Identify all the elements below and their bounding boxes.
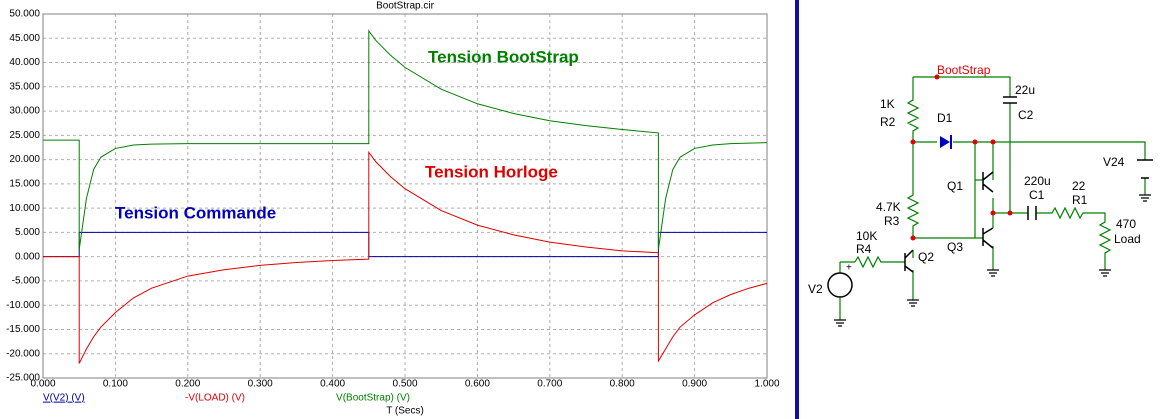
x-tick-label: 0.500 — [392, 379, 417, 390]
y-tick-label: 30.000 — [9, 106, 40, 117]
y-tick-label: 5.000 — [15, 227, 40, 238]
schematic: + BootStrap 1K R2 22u C2 D1 V24 4.7K R3 … — [808, 63, 1153, 327]
annotation: Tension Horloge — [425, 162, 558, 181]
source-v2 — [827, 272, 853, 298]
x-tick-label: 0.900 — [682, 379, 707, 390]
component-ref: R4 — [856, 242, 872, 256]
node-label: BootStrap — [937, 63, 991, 77]
component-ref: D1 — [937, 111, 953, 125]
component-ref: Q1 — [947, 179, 963, 193]
x-tick-label: 0.800 — [610, 379, 635, 390]
y-tick-label: -25.000 — [6, 373, 40, 384]
wire — [839, 76, 1146, 320]
series-line — [43, 150, 768, 364]
y-tick-label: 10.000 — [9, 203, 40, 214]
x-tick-label: 1.000 — [754, 379, 779, 390]
x-tick-label: 0.200 — [175, 379, 200, 390]
component-ref: C2 — [1018, 108, 1034, 122]
y-tick-label: -5.000 — [12, 276, 41, 287]
y-tick-label: 40.000 — [9, 57, 40, 68]
component-ref: Q2 — [918, 250, 934, 264]
component-ref: R2 — [880, 115, 896, 129]
component-ref: V24 — [1103, 155, 1125, 169]
component-ref: Load — [1114, 232, 1141, 246]
legend-entry: V(BootStrap) (V) — [336, 393, 410, 404]
grounds — [834, 194, 1151, 327]
component-value: 470 — [1116, 217, 1136, 231]
x-tick-label: 0.700 — [537, 379, 562, 390]
series-line — [43, 29, 768, 250]
splitter — [795, 0, 799, 419]
junctions — [910, 74, 1013, 241]
y-tick-label: 35.000 — [9, 81, 40, 92]
component-value: 4.7K — [876, 200, 901, 214]
x-axis-label: T (Secs) — [386, 406, 424, 417]
component-ref: V2 — [808, 282, 823, 296]
capacitor-c2 — [1003, 96, 1017, 104]
component-value: 10K — [856, 229, 877, 243]
x-tick-label: 0.300 — [248, 379, 273, 390]
plot-panel — [0, 0, 795, 419]
component-ref: C1 — [1029, 188, 1045, 202]
component-ref: R3 — [884, 214, 900, 228]
y-tick-label: 15.000 — [9, 179, 40, 190]
annotation: Tension BootStrap — [428, 47, 579, 66]
capacitor-c1 — [1027, 206, 1037, 220]
x-tick-label: 0.400 — [320, 379, 345, 390]
y-tick-label: -20.000 — [6, 348, 40, 359]
component-ref: Q3 — [947, 240, 963, 254]
legend-entry: -V(LOAD) (V) — [185, 393, 245, 404]
series-line — [43, 231, 767, 258]
component-value: 22 — [1072, 179, 1086, 193]
y-tick-label: 0.000 — [15, 251, 40, 262]
y-tick-label: 20.000 — [9, 154, 40, 165]
y-tick-label: 45.000 — [9, 33, 40, 44]
x-tick-label: 0.100 — [103, 379, 128, 390]
y-tick-label: 25.000 — [9, 130, 40, 141]
plot-frame — [42, 13, 768, 379]
y-tick-label: -15.000 — [6, 324, 40, 335]
y-tick-label: -10.000 — [6, 300, 40, 311]
y-tick-label: 50.000 — [9, 9, 40, 20]
diode-d1 — [940, 136, 950, 148]
component-value: 1K — [880, 97, 895, 111]
plus-sign: + — [846, 263, 852, 274]
component-value: 220u — [1024, 174, 1051, 188]
legend-entry: V(V2) (V) — [43, 393, 85, 404]
component-value: 22u — [1015, 83, 1035, 97]
component-ref: R1 — [1072, 193, 1088, 207]
transistors — [904, 171, 994, 273]
annotation: Tension Commande — [115, 203, 276, 222]
chart-title: BootStrap.cir — [376, 1, 434, 12]
x-tick-label: 0.000 — [30, 379, 55, 390]
battery-v24 — [1137, 159, 1153, 179]
plot: -25.000 -20.000 -15.000 -10.000 -5.000 0.000 5… — [6, 9, 780, 404]
x-tick-label: 0.600 — [465, 379, 490, 390]
